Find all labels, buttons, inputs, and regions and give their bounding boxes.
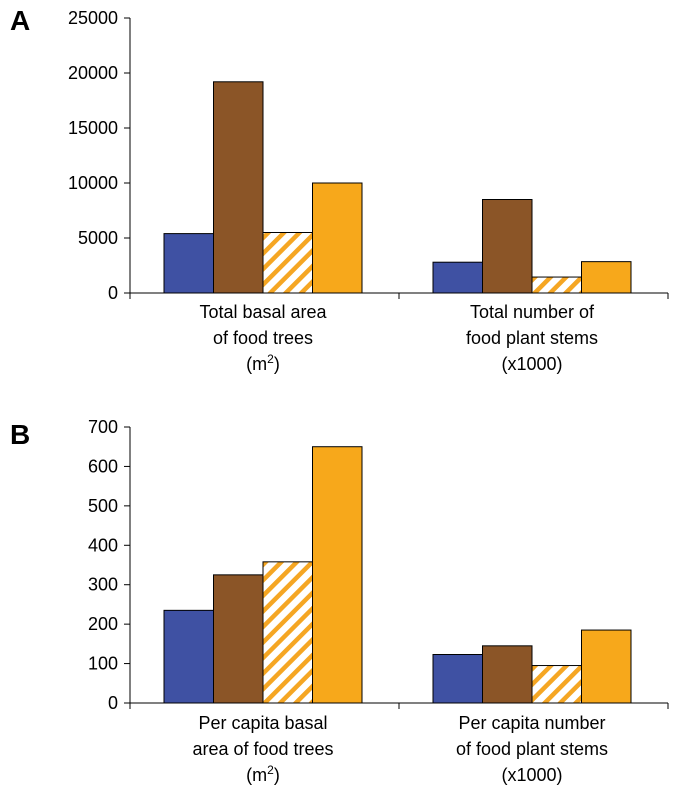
y-tick-label: 10000 bbox=[68, 173, 118, 193]
y-tick-label: 500 bbox=[88, 496, 118, 516]
bar-solid-orange-cat-2 bbox=[581, 629, 632, 704]
category-label-line: food plant stems bbox=[466, 328, 598, 348]
category-label-line: (x1000) bbox=[501, 354, 562, 374]
y-tick-label: 25000 bbox=[68, 8, 118, 28]
bar-solid-brown-cat-2 bbox=[482, 199, 533, 294]
bar-hatched-orange-cat-1 bbox=[262, 561, 313, 704]
panel-a-chart: A 0 5000 10000 15000 20000 25000 Total basal ar… bbox=[10, 5, 669, 374]
bar-solid-orange-cat-2 bbox=[581, 261, 632, 294]
bar-hatched-orange-cat-2 bbox=[531, 276, 582, 294]
bar-solid-blue-cat-1 bbox=[163, 233, 214, 294]
category-label-line: of food trees bbox=[213, 328, 313, 348]
bar-hatched-orange-cat-2 bbox=[531, 665, 582, 704]
y-tick-label: 100 bbox=[88, 654, 118, 674]
panel-b-chart: B 0 100 200 300 400 500 600 700 Per capita basal a… bbox=[10, 417, 669, 785]
bar-solid-orange-cat-1 bbox=[312, 446, 363, 704]
category-label-line: Total number of bbox=[470, 302, 595, 322]
category-label-line: Per capita number bbox=[458, 713, 605, 733]
y-tick-label: 400 bbox=[88, 535, 118, 555]
y-tick-label: 15000 bbox=[68, 118, 118, 138]
category-label-line: of food plant stems bbox=[456, 739, 608, 759]
panel-label: A bbox=[10, 5, 30, 36]
y-tick-label: 0 bbox=[108, 283, 118, 303]
y-tick-label: 700 bbox=[88, 417, 118, 437]
y-tick-label: 0 bbox=[108, 693, 118, 713]
category-label-unit: (m2) bbox=[246, 763, 280, 785]
bar-hatched-orange-cat-1 bbox=[262, 232, 313, 294]
y-tick-label: 200 bbox=[88, 614, 118, 634]
bar-solid-blue-cat-2 bbox=[432, 654, 483, 704]
category-label-unit: (m2) bbox=[246, 352, 280, 374]
category-label-line: area of food trees bbox=[192, 739, 333, 759]
y-tick-label: 300 bbox=[88, 575, 118, 595]
bar-solid-blue-cat-1 bbox=[163, 609, 214, 704]
category-label-line: Total basal area bbox=[199, 302, 327, 322]
y-tick-label: 5000 bbox=[78, 228, 118, 248]
category-label-line: Per capita basal bbox=[198, 713, 327, 733]
y-tick-label: 20000 bbox=[68, 63, 118, 83]
bar-solid-brown-cat-1 bbox=[213, 81, 264, 294]
category-label-line: (x1000) bbox=[501, 765, 562, 785]
bar-solid-orange-cat-1 bbox=[312, 182, 363, 294]
bar-solid-blue-cat-2 bbox=[432, 261, 483, 294]
bar-solid-brown-cat-2 bbox=[482, 645, 533, 704]
bar-solid-brown-cat-1 bbox=[213, 574, 264, 704]
panel-label: B bbox=[10, 419, 30, 450]
y-tick-label: 600 bbox=[88, 456, 118, 476]
